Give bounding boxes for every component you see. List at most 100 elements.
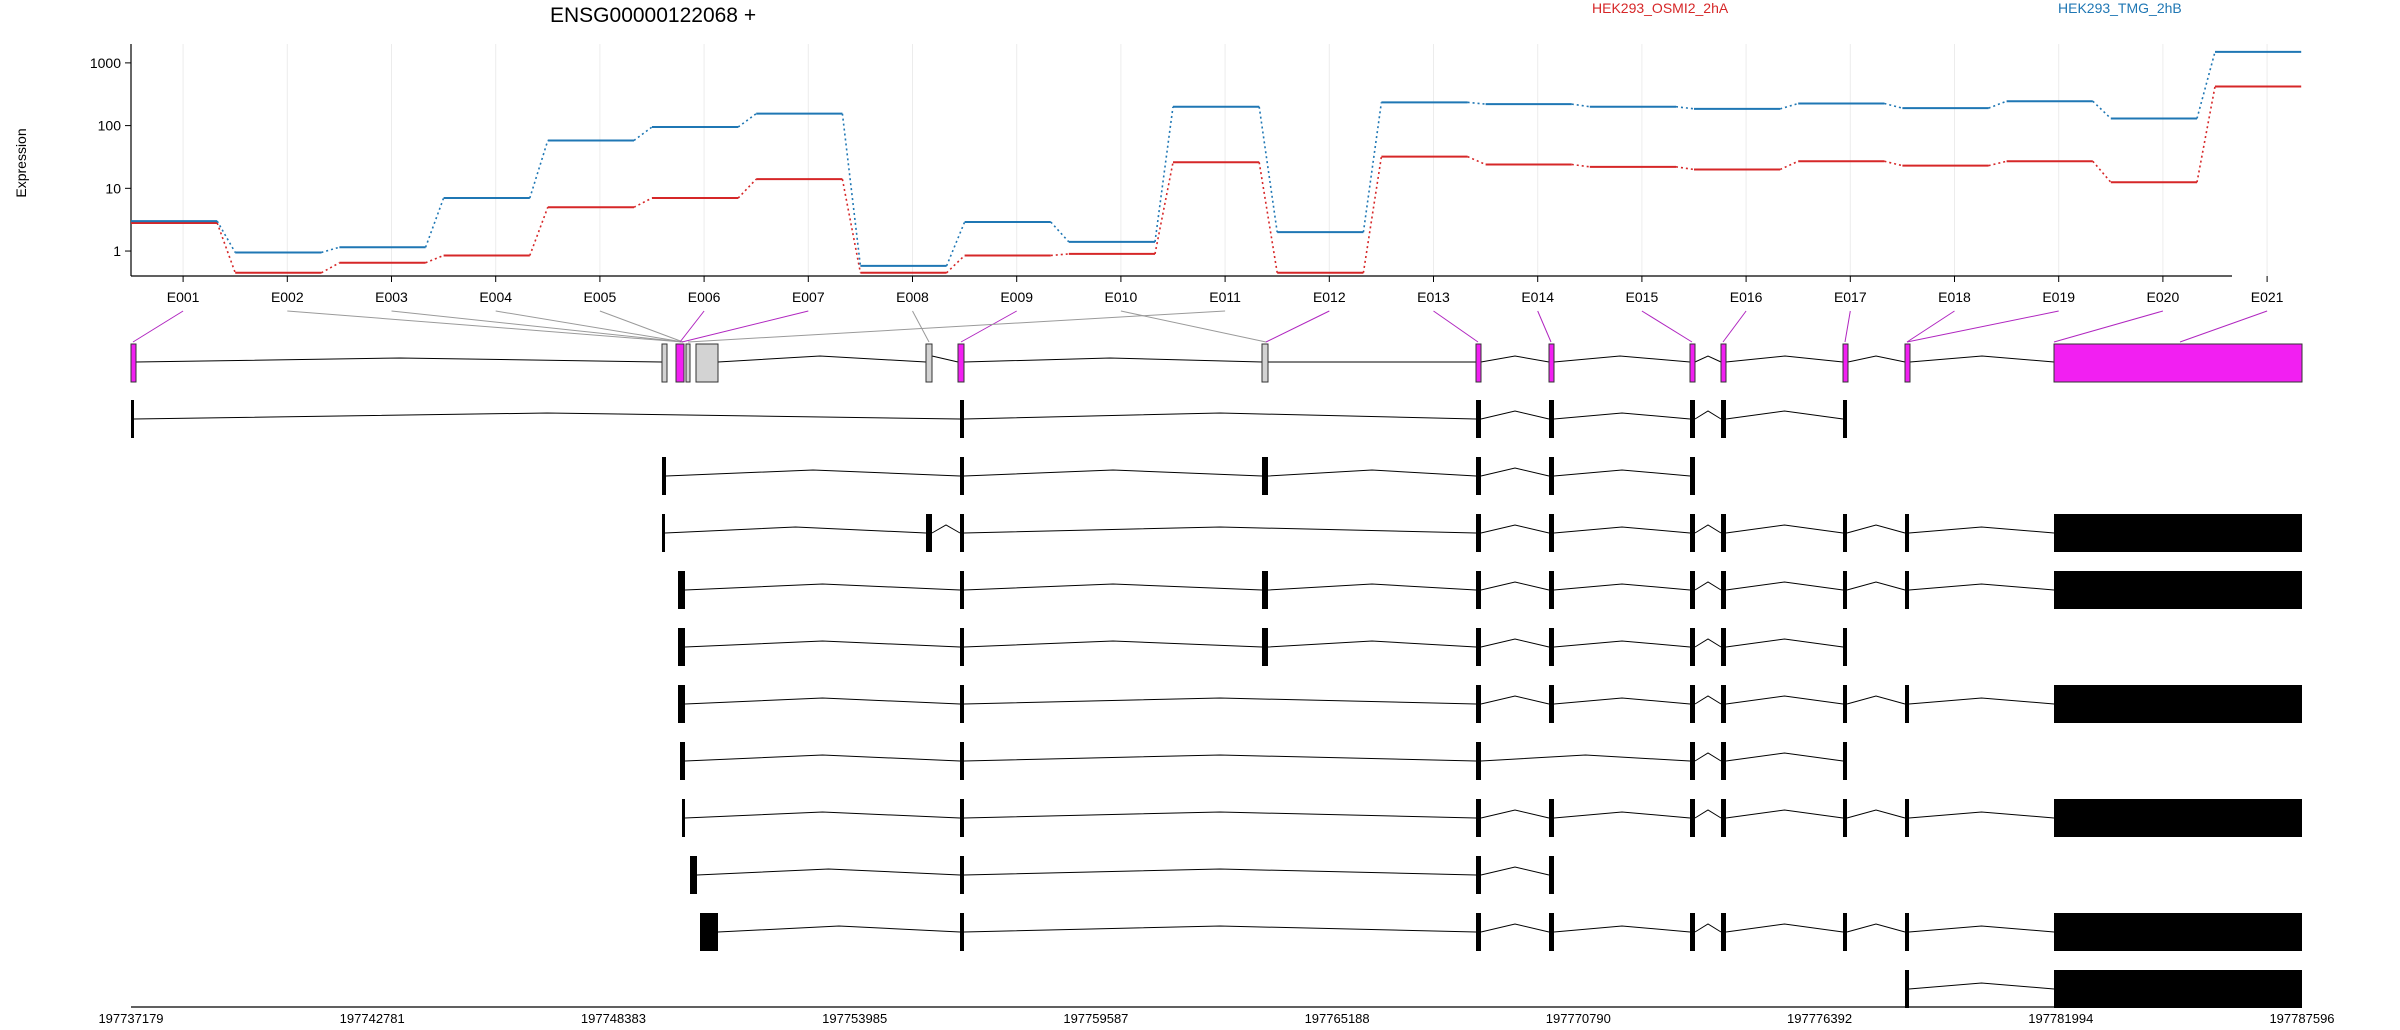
x-tick-label: E010 bbox=[1105, 289, 1138, 305]
transcript-exon bbox=[1905, 970, 1909, 1008]
x-tick-label: E005 bbox=[584, 289, 617, 305]
x-tick-label: E003 bbox=[375, 289, 408, 305]
transcript-intron bbox=[1694, 923, 1722, 933]
transcript-intron bbox=[1553, 412, 1691, 420]
series-tmg bbox=[131, 50, 2302, 267]
transcript-exon bbox=[2054, 514, 2302, 552]
transcript-exon bbox=[1549, 799, 1554, 837]
y-axis-label: Expression bbox=[13, 128, 29, 197]
gene-exon bbox=[957, 343, 965, 383]
exon-connector bbox=[2179, 310, 2268, 343]
series-osmi2 bbox=[131, 85, 2302, 274]
exon-connector bbox=[687, 310, 1226, 343]
gene-exon bbox=[2053, 343, 2303, 383]
y-tick-label: 10 bbox=[105, 180, 121, 196]
x-tick-label: E009 bbox=[1000, 289, 1033, 305]
transcript-intron bbox=[1725, 695, 1844, 705]
transcript-intron bbox=[1725, 752, 1844, 762]
transcript-exon bbox=[1690, 457, 1695, 495]
transcript-intron bbox=[963, 811, 1477, 819]
transcript-exon bbox=[662, 457, 666, 495]
transcript-exon bbox=[1721, 514, 1726, 552]
series-lines bbox=[131, 50, 2302, 274]
transcript-intron bbox=[1908, 697, 2055, 705]
transcript-row bbox=[678, 685, 2302, 723]
data-connector bbox=[1050, 253, 1069, 257]
exon-connector bbox=[1641, 310, 1693, 343]
transcript-exon bbox=[1905, 514, 1909, 552]
x-tick-label: E013 bbox=[1417, 289, 1450, 305]
data-connector bbox=[1154, 162, 1174, 255]
genomic-tick-label: 197765188 bbox=[1305, 1011, 1370, 1026]
transcript-row bbox=[662, 457, 1695, 495]
data-connector bbox=[1362, 102, 1383, 233]
transcript-exon bbox=[1549, 571, 1554, 609]
intron bbox=[1909, 355, 2055, 363]
exon-connector bbox=[1537, 310, 1552, 343]
transcript-intron bbox=[1480, 581, 1550, 591]
data-connector bbox=[1258, 106, 1278, 233]
transcript-exon bbox=[960, 742, 964, 780]
transcript-exon bbox=[926, 514, 932, 552]
y-tick-label: 1 bbox=[113, 243, 121, 259]
transcript-exon bbox=[1476, 913, 1481, 951]
x-tick-label: E011 bbox=[1209, 289, 1241, 305]
exon-connector bbox=[1120, 310, 1267, 343]
transcript-exon bbox=[960, 400, 964, 438]
exon-connector bbox=[1433, 310, 1479, 343]
transcript-exon bbox=[1905, 799, 1909, 837]
gene-exon bbox=[695, 343, 719, 383]
transcript-intron bbox=[1694, 752, 1722, 762]
data-connector bbox=[2196, 86, 2216, 183]
data-connector bbox=[633, 126, 653, 142]
transcript-intron bbox=[133, 412, 961, 420]
transcript-intron bbox=[963, 583, 1263, 591]
gene-exon bbox=[1904, 343, 1911, 383]
genomic-tick-label: 197737179 bbox=[98, 1011, 163, 1026]
transcript-exon bbox=[1549, 913, 1554, 951]
gene-exon bbox=[661, 343, 668, 383]
transcript-intron bbox=[1553, 811, 1691, 819]
transcript-intron bbox=[1694, 695, 1722, 705]
data-connector bbox=[1884, 102, 1903, 109]
data-connector bbox=[321, 246, 340, 254]
transcript-intron bbox=[1694, 581, 1722, 591]
transcript-exon bbox=[1721, 799, 1726, 837]
transcript-exon bbox=[1690, 400, 1695, 438]
x-tick-label: E006 bbox=[688, 289, 721, 305]
transcript-intron bbox=[1908, 925, 2055, 933]
transcript-intron bbox=[1725, 923, 1844, 933]
intron bbox=[1694, 355, 1722, 363]
transcript-exon bbox=[1476, 799, 1481, 837]
x-tick-label: E015 bbox=[1626, 289, 1659, 305]
transcript-intron bbox=[1553, 925, 1691, 933]
transcript-intron bbox=[1480, 923, 1550, 933]
transcript-intron bbox=[684, 811, 961, 819]
gene-title: ENSG00000122068 + bbox=[550, 4, 756, 27]
intron bbox=[1725, 355, 1844, 363]
transcript-intron bbox=[1725, 809, 1844, 819]
data-connector bbox=[946, 254, 966, 274]
data-connector bbox=[529, 140, 549, 199]
grid-layer bbox=[182, 44, 2268, 276]
data-connector bbox=[2092, 100, 2112, 120]
data-connector bbox=[425, 254, 444, 264]
x-tick-label: E020 bbox=[2147, 289, 2180, 305]
transcript-exon bbox=[960, 685, 964, 723]
transcript-exon bbox=[1549, 628, 1554, 666]
data-connector bbox=[1571, 103, 1590, 108]
transcript-exon bbox=[1905, 571, 1909, 609]
transcript-row bbox=[662, 514, 2302, 552]
exon-connector bbox=[2053, 310, 2164, 343]
data-connector bbox=[424, 197, 445, 248]
exon-connector bbox=[912, 310, 930, 343]
data-connector bbox=[2196, 51, 2216, 119]
transcript-exon bbox=[131, 400, 134, 438]
transcript-exon bbox=[1690, 799, 1695, 837]
transcript-exon bbox=[1905, 913, 1909, 951]
transcript-exon bbox=[1905, 685, 1909, 723]
transcript-exon bbox=[1690, 685, 1695, 723]
transcript-intron bbox=[1267, 583, 1477, 591]
exon-connector bbox=[391, 310, 684, 343]
